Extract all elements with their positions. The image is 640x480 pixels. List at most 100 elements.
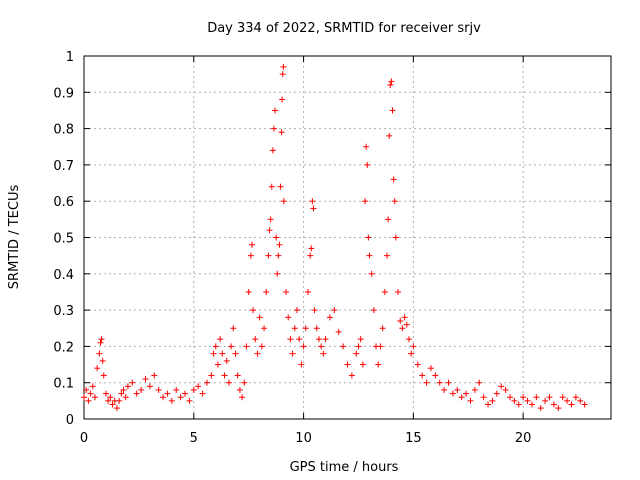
data-point [449,390,456,397]
data-point [389,107,396,114]
data-point [113,405,120,412]
x-tick-label: 20 [515,431,532,446]
data-point [308,245,315,252]
data-point [502,386,509,393]
data-point [107,394,114,401]
data-point [385,216,392,223]
data-point [326,314,333,321]
data-point [370,307,377,314]
data-point [164,390,171,397]
data-point [313,325,320,332]
data-point [261,325,268,332]
data-point [391,198,398,205]
x-tick-label: 10 [295,431,312,446]
data-point [265,252,272,259]
data-point [203,379,210,386]
data-point [272,107,279,114]
data-point [485,401,492,408]
data-point [287,336,294,343]
data-point [405,336,412,343]
data-point [258,343,265,350]
data-point [177,394,184,401]
data-point [280,63,287,70]
data-point [273,234,280,241]
data-point [555,405,562,412]
data-point [212,343,219,350]
data-point [320,350,327,357]
data-point [524,397,531,404]
data-point [87,390,94,397]
data-point [520,394,527,401]
data-point [208,372,215,379]
data-point [419,372,426,379]
data-point [511,397,518,404]
data-point [266,227,273,234]
data-point [279,96,286,103]
data-point [559,394,566,401]
data-point [471,386,478,393]
data-point [414,361,421,368]
data-point [275,252,282,259]
data-point [363,143,370,150]
data-point [546,394,553,401]
data-point [277,183,284,190]
data-point [269,147,276,154]
data-point [122,394,129,401]
data-point [267,216,274,223]
data-point [155,386,162,393]
data-point [355,343,362,350]
data-point [96,350,103,357]
data-point [283,288,290,295]
data-point [304,288,311,295]
y-tick-label: 0.3 [53,304,74,319]
data-point [160,394,167,401]
x-tick-label: 5 [190,431,198,446]
data-point [190,386,197,393]
data-point [365,234,372,241]
data-point [94,365,101,372]
data-point [480,394,487,401]
data-point [100,372,107,379]
data-point [498,383,505,390]
data-point [362,198,369,205]
data-point [116,397,123,404]
data-point [357,336,364,343]
data-point [506,394,513,401]
data-point [83,386,90,393]
data-point [263,288,270,295]
data-point [81,394,87,401]
x-axis-label: GPS time / hours [290,460,399,475]
data-point [146,383,153,390]
data-point [151,372,158,379]
data-point [390,176,397,183]
data-point [397,317,404,324]
data-point [381,288,388,295]
data-point [173,386,180,393]
data-point [186,397,193,404]
data-point [577,397,584,404]
y-axis-label: SRMTID / TECUs [7,185,22,290]
data-point [278,129,285,136]
data-point [410,343,417,350]
data-point [458,394,465,401]
data-point [129,379,136,386]
data-point [102,390,109,397]
data-point [307,252,314,259]
data-point [293,307,300,314]
data-point [239,394,246,401]
data-point [377,343,384,350]
data-point [581,401,588,408]
data-point [289,350,296,357]
data-point [228,343,235,350]
data-point [276,241,283,248]
data-point [375,361,382,368]
data-point [379,325,386,332]
data-point [572,394,579,401]
data-point [120,386,127,393]
data-point [138,386,145,393]
data-point [298,361,305,368]
data-point [568,401,575,408]
data-point [403,321,410,328]
data-point [528,401,535,408]
